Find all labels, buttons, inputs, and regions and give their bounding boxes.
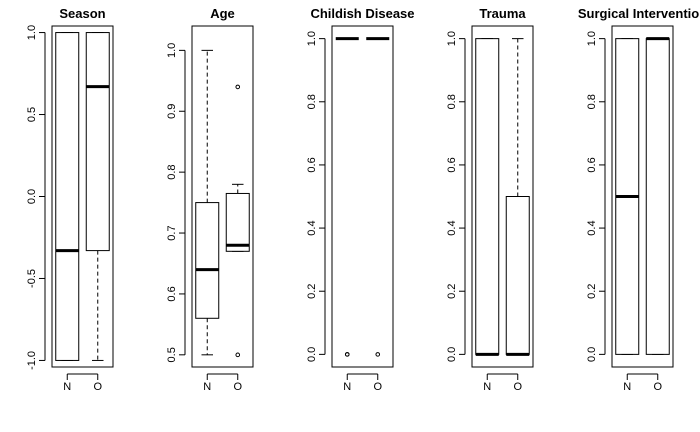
x-tick-label: N [203,381,211,393]
panel-title: Childish Disease [310,6,414,21]
y-tick-label: 0.0 [446,347,458,362]
y-tick-label: 0.7 [166,225,178,240]
y-tick-label: 0.4 [586,220,598,235]
box-O [85,32,110,361]
x-tick-label: O [373,381,382,393]
box-N [195,49,220,356]
box-O [645,37,670,355]
y-tick-label: 0.0 [306,347,318,362]
y-tick-label: 0.4 [446,220,458,235]
box-N [335,37,359,357]
y-tick-label: 0.8 [446,94,458,109]
x-tick-label: N [623,381,631,393]
y-tick-label: 0.2 [306,284,318,299]
box-rect [225,192,250,252]
outlier-point [344,352,350,357]
y-tick-label: 0.9 [166,104,178,119]
y-tick-label: 0.4 [306,220,318,235]
outlier-point [235,84,241,90]
y-tick-label: 1.0 [586,31,598,46]
y-tick-label: 0.8 [586,94,598,109]
panel-title: Trauma [479,6,526,21]
plot-frame [191,25,254,368]
y-tick-label: 0.8 [306,94,318,109]
y-tick-label: 0.0 [586,347,598,362]
y-tick-label: 0.0 [26,189,38,204]
outlier-point [235,352,241,358]
y-tick-label: -1.0 [26,351,38,370]
y-tick-label: 1.0 [166,43,178,58]
box-N [475,38,500,356]
box-N [55,32,80,361]
panel-3: Childish Disease 0.0 0.2 0.4 0.6 0.8 1.0 N O [306,6,415,393]
y-tick-label: 1.0 [446,31,458,46]
x-tick-label: O [233,381,242,393]
plot-frame [611,25,674,368]
plot-frame [51,25,114,368]
box-O [225,84,250,358]
x-tick-label: O [513,381,522,393]
box-rect [645,38,670,355]
plot-frame [471,25,534,368]
y-tick-label: 0.2 [446,284,458,299]
panel-4: Trauma 0.0 0.2 0.4 0.6 0.8 1.0 N O [446,6,534,393]
y-tick-label: 0.6 [586,157,598,172]
x-tick-label: N [483,381,491,393]
box-N [615,38,640,355]
box-O [505,38,530,356]
y-tick-label: 0.5 [166,347,178,362]
box-rect [55,32,80,361]
plot-frame [331,25,394,368]
panel-2: Age 0.5 0.6 0.7 0.8 0.9 1.0 N O [166,6,254,393]
y-tick-label: 0.6 [306,157,318,172]
panel-1: Season -1.0 -0.5 0.0 0.5 1.0 N O [26,6,114,393]
y-tick-label: -0.5 [26,269,38,288]
x-tick-label: O [93,381,102,393]
outlier-point [375,352,381,357]
box-rect [195,202,220,319]
y-tick-label: 0.2 [586,284,598,299]
y-tick-label: 0.6 [446,157,458,172]
y-tick-label: 1.0 [306,31,318,46]
box-O [366,37,390,357]
box-rect [85,32,110,252]
panel-title: Surgical Intervention [578,6,700,21]
y-tick-label: 0.5 [26,107,38,122]
x-tick-label: N [63,381,71,393]
panel-title: Season [59,6,105,21]
panel-5: Surgical Intervention 0.0 0.2 0.4 0.6 0.8 1.0 N… [578,6,700,393]
box-rect [475,38,500,355]
box-rect [505,196,530,355]
x-tick-label: O [653,381,662,393]
y-tick-label: 0.6 [166,286,178,301]
y-tick-label: 1.0 [26,25,38,40]
panel-title: Age [210,6,235,21]
x-tick-label: N [343,381,351,393]
y-tick-label: 0.8 [166,164,178,179]
